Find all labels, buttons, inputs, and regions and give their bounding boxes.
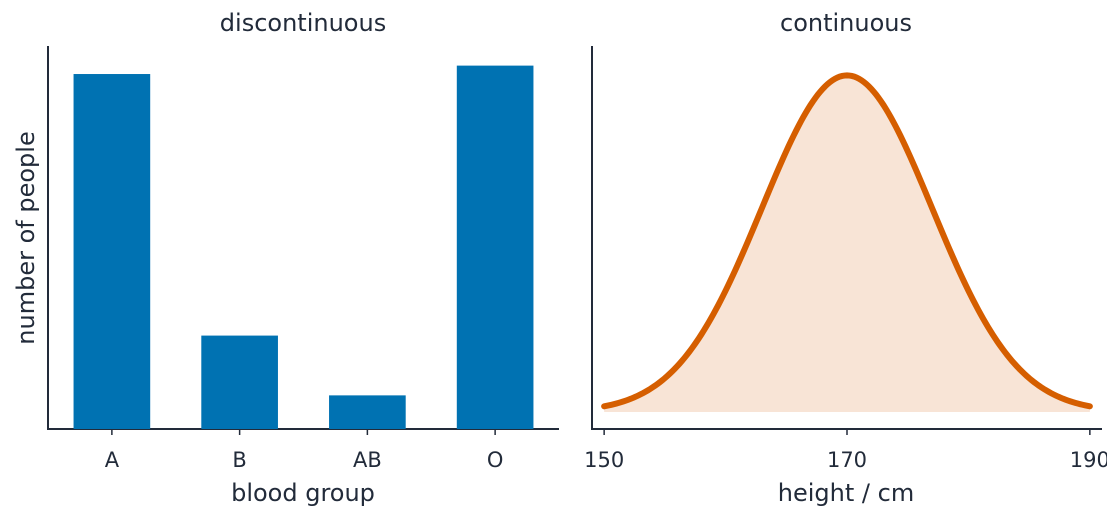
distribution-chart-panel: continuous height / cm 150 170 190 — [584, 9, 1107, 507]
bar-x-tick-label: A — [105, 448, 120, 472]
distribution-curve — [601, 72, 1093, 410]
distribution-fill-area — [604, 75, 1090, 412]
distribution-x-tick-label: 190 — [1070, 448, 1107, 472]
distribution-x-axis-label: height / cm — [778, 479, 914, 507]
bar-x-tick-label: O — [487, 448, 504, 472]
y-axis-label: number of people — [12, 131, 40, 344]
bar-x-tick-label: AB — [353, 448, 382, 472]
bar-a — [73, 74, 151, 430]
bar-o — [456, 65, 534, 430]
bar-x-tick-label: B — [232, 448, 246, 472]
bar-chart-panel: discontinuous number of people blood gro… — [12, 9, 559, 507]
distribution-x-tick-label: 150 — [584, 448, 624, 472]
distribution-chart-title: continuous — [780, 9, 912, 37]
bar-chart-title: discontinuous — [220, 9, 386, 37]
distribution-x-tick-label: 170 — [827, 448, 867, 472]
bar-x-axis-label: blood group — [231, 479, 375, 507]
bar-b — [201, 335, 278, 429]
bar-ab — [329, 395, 406, 429]
